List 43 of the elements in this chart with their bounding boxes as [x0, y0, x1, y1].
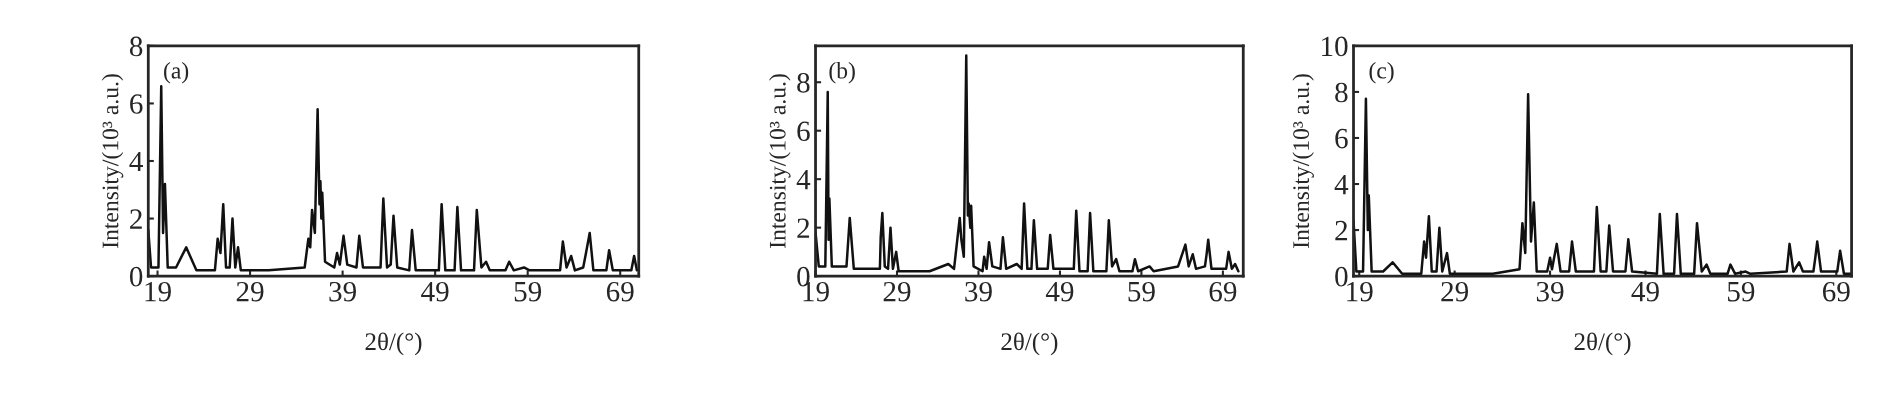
y-tick-label: 6	[1335, 128, 1348, 149]
x-axis-title: 2θ/(°)	[1574, 332, 1631, 356]
annotation: (b)	[829, 62, 855, 84]
annotation: (a)	[164, 62, 189, 84]
x-tick-label: 39	[329, 281, 356, 302]
line-series	[815, 54, 1240, 273]
y-tick-label: 8	[797, 72, 810, 93]
x-tick-label: 59	[514, 281, 542, 302]
y-axis-title: Intensity/(10³ a.u.)	[769, 74, 791, 248]
y-tick-label: 4	[129, 151, 143, 172]
x-tick-label: 29	[883, 281, 911, 302]
x-tick-label: 49	[1631, 281, 1659, 302]
annotation: (c)	[1369, 62, 1394, 84]
y-tick-label: 0	[1335, 266, 1348, 287]
x-tick-label: 49	[421, 281, 449, 302]
y-tick-label: 6	[130, 94, 143, 114]
x-axis-title: 2θ/(°)	[1001, 332, 1058, 356]
x-tick-label: 19	[145, 281, 171, 302]
x-tick-label: 29	[1441, 281, 1469, 302]
y-tick-label: 0	[129, 266, 143, 287]
y-tick-label: 4	[796, 170, 811, 190]
x-axis-title: 2θ/(°)	[365, 332, 422, 356]
y-tick-label: 2	[130, 209, 142, 229]
y-tick-label: 8	[1335, 82, 1348, 103]
x-tick-label: 69	[606, 281, 634, 302]
y-tick-label: 2	[797, 218, 810, 238]
y-tick-label: 8	[129, 36, 143, 57]
y-tick-label: 6	[797, 121, 810, 142]
x-tick-label: 39	[1536, 281, 1564, 302]
y-axis-title: Intensity/(10³ a.u.)	[101, 74, 124, 248]
x-tick-label: 29	[236, 281, 264, 302]
y-tick-label: 2	[1335, 220, 1348, 241]
y-tick-label: 4	[1334, 174, 1349, 195]
x-tick-label: 59	[1128, 281, 1155, 302]
x-tick-label: 49	[1045, 281, 1074, 302]
y-axis-title: Intensity/(10³ a.u.)	[1292, 74, 1314, 248]
x-tick-label: 39	[965, 281, 992, 302]
x-tick-label: 59	[1728, 281, 1755, 302]
line-series	[148, 84, 639, 272]
y-tick-label: 10	[1322, 36, 1348, 57]
x-tick-label: 19	[1347, 281, 1373, 302]
x-tick-label: 69	[1209, 281, 1237, 302]
x-tick-label: 69	[1822, 281, 1850, 302]
